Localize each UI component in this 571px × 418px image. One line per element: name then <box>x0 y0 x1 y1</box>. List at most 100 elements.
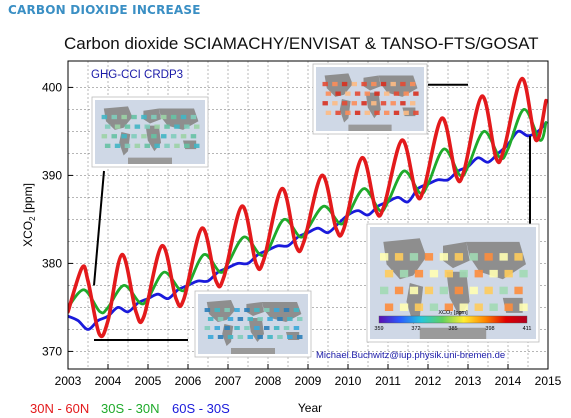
map-data-cell <box>335 91 341 96</box>
map-data-cell <box>247 317 253 321</box>
map-data-cell <box>214 326 220 330</box>
y-axis-label-sub: 2 <box>28 216 37 221</box>
map-landmass <box>383 238 427 280</box>
map-data-cell <box>207 317 214 321</box>
map-data-cell <box>204 308 211 312</box>
map-data-cell <box>254 326 260 330</box>
map-data-cell <box>400 81 406 87</box>
map-data-cell <box>151 134 157 139</box>
map-data-cell <box>194 143 200 148</box>
map-landmass <box>324 73 353 97</box>
map-data-cell <box>121 114 127 120</box>
map-data-cell <box>267 317 273 321</box>
map-data-cell <box>204 326 211 330</box>
map-data-cell <box>364 110 370 115</box>
map-data-cell <box>170 134 177 139</box>
map-data-cell <box>134 124 141 129</box>
legend: 30N - 60N 30S - 30N 60S - 30S <box>30 401 230 416</box>
map-data-cell <box>164 143 170 148</box>
map-data-cell <box>361 101 367 106</box>
map-data-cell <box>104 143 111 148</box>
map-data-cell <box>104 124 111 129</box>
map-data-cell <box>345 91 351 96</box>
map-data-cell <box>414 303 424 311</box>
map-data-cell <box>504 269 513 278</box>
map-data-cell <box>439 253 448 261</box>
map-data-cell <box>184 124 190 129</box>
inset-map-2012 <box>312 63 428 135</box>
y-tick-label: 390 <box>42 168 62 182</box>
map-data-cell <box>297 317 303 321</box>
map-data-cell <box>439 286 448 295</box>
map-data-cell <box>214 308 220 312</box>
map-data-cell <box>283 308 290 312</box>
map-data-cell <box>283 326 290 330</box>
map-data-cell <box>424 253 434 261</box>
x-tick-label: 2013 <box>455 374 482 388</box>
dataset-label: GHG-CCI CRDP3 <box>91 69 183 81</box>
chart-title: Carbon dioxide SCIAMACHY/ENVISAT & TANSO… <box>64 34 539 53</box>
map-data-cell <box>154 124 160 129</box>
inset-map-2003 <box>194 290 312 358</box>
map-data-cell <box>354 110 361 115</box>
map-data-cell <box>237 335 244 339</box>
series-lines <box>68 76 548 339</box>
map-data-cell <box>101 134 108 139</box>
map-data-cell <box>444 269 453 278</box>
colorbar-tick-label: 359 <box>374 326 383 332</box>
colorbar-tick-label: 372 <box>411 326 420 332</box>
map-data-cell <box>374 91 380 96</box>
map-data-cell <box>410 101 416 106</box>
map-data-cell <box>519 269 528 278</box>
y-tick-label: 380 <box>42 256 62 270</box>
map-data-cell <box>190 134 197 139</box>
map-landmass <box>419 327 487 339</box>
map-data-cell <box>293 326 300 330</box>
period-line-2004 <box>93 170 105 286</box>
map-data-cell <box>384 269 394 278</box>
map-data-cell <box>393 91 400 96</box>
x-tick-label: 2015 <box>535 374 562 388</box>
y-axis-label-unit: [ppm] <box>21 183 35 216</box>
map-landmass <box>231 348 275 354</box>
map-data-cell <box>207 335 214 339</box>
map-data-cell <box>351 101 357 106</box>
map-data-cell <box>325 110 332 115</box>
map-data-cell <box>414 269 424 278</box>
map-data-cell <box>403 91 409 96</box>
map-data-cell <box>364 91 370 96</box>
map-data-cell <box>224 326 230 330</box>
map-data-cell <box>194 124 200 129</box>
map-data-cell <box>322 81 328 87</box>
map-data-cell <box>170 114 177 120</box>
x-tick-label: 2009 <box>295 374 322 388</box>
map-data-cell <box>504 303 513 311</box>
map-data-cell <box>257 335 263 339</box>
map-data-cell <box>151 114 157 120</box>
map-data-cell <box>474 303 483 311</box>
map-data-cell <box>237 317 244 321</box>
map-data-cell <box>121 134 127 139</box>
x-tick-label: 2008 <box>255 374 282 388</box>
x-tick-label: 2014 <box>495 374 522 388</box>
map-data-cell <box>141 134 147 139</box>
map-data-cell <box>410 81 416 87</box>
map-data-cell <box>429 303 439 311</box>
map-data-cell <box>154 143 160 148</box>
credit-text: Michael.Buchwitz@iup.physik.uni-bremen.d… <box>316 350 505 361</box>
map-data-cell <box>190 114 197 120</box>
map-data-cell <box>161 134 167 139</box>
inset-map-2014: XCO₂ [ppm] 359 372 385 398 411 <box>366 223 540 343</box>
map-data-cell <box>459 269 468 278</box>
map-data-cell <box>293 308 300 312</box>
map-data-cell <box>489 303 498 311</box>
map-data-cell <box>247 335 253 339</box>
colorbar-tick-label: 411 <box>523 326 532 332</box>
map-data-cell <box>144 124 150 129</box>
map-data-cell <box>244 326 250 330</box>
map-data-cell <box>180 114 187 120</box>
x-tick-label: 2012 <box>415 374 442 388</box>
page-header: CARBON DIOXIDE INCREASE <box>8 3 201 17</box>
map-data-cell <box>384 110 390 115</box>
